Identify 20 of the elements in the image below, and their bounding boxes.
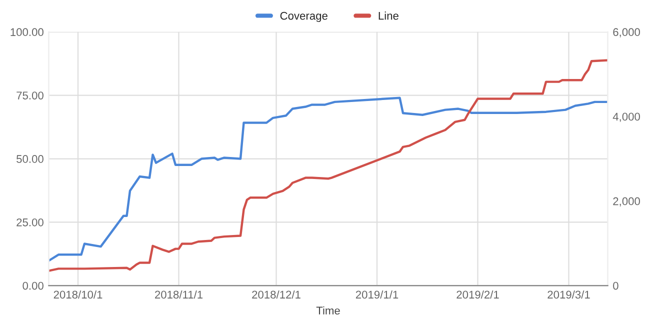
x-tick-label: 2018/12/1 [252,290,300,299]
y2-tick-label: 4,000 [612,112,640,122]
x-tick-label: 2018/11/1 [155,290,203,299]
x-tick-label: 2019/1/1 [356,290,398,299]
x-tick-label: 2019/2/1 [456,290,499,299]
y-tick-label: 50.00 [16,155,44,163]
y-tick-label: 100.00 [10,28,44,36]
y2-tick-label: 6,000 [613,28,640,38]
line-series [48,96,608,262]
legend-label: Line [378,12,398,20]
y-tick-label: 75.00 [16,92,44,100]
x-axis-title: Time [316,306,340,315]
x-tick-label: 2019/3/1 [548,290,590,299]
y-tick-label: 25.00 [16,218,44,226]
y2-tick-label: 2,000 [613,197,640,206]
y-tick-label: 0.00 [22,282,44,290]
x-tick-label: 2018/10/1 [54,290,102,299]
y2-tick-label: 0 [613,282,618,290]
line-series [48,59,608,272]
legend-label: Coverage [280,12,328,22]
